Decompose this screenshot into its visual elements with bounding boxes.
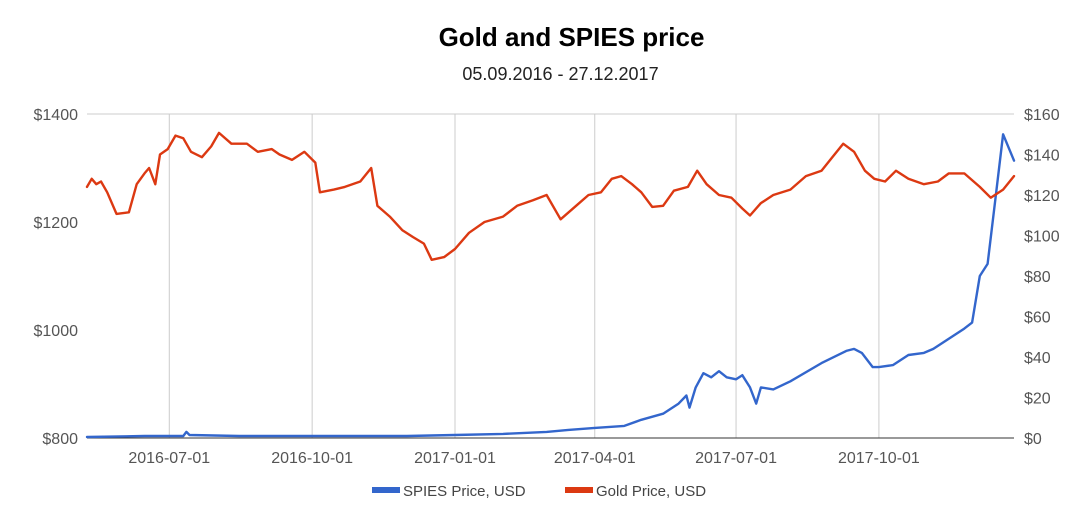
chart-subtitle: 05.09.2016 - 27.12.2017 <box>462 64 659 84</box>
legend-label: Gold Price, USD <box>596 483 706 500</box>
left-tick-label: $800 <box>42 431 78 448</box>
right-tick-label: $120 <box>1024 188 1060 205</box>
series-line-spies <box>85 133 1016 439</box>
x-tick-label: 2017-01-01 <box>414 450 496 467</box>
grid-lines <box>87 113 1014 439</box>
x-tick-label: 2017-07-01 <box>695 450 777 467</box>
legend-swatch <box>565 487 593 493</box>
x-tick-label: 2017-04-01 <box>554 450 636 467</box>
right-tick-label: $0 <box>1024 431 1042 448</box>
right-tick-label: $100 <box>1024 229 1060 246</box>
x-tick-label: 2016-10-01 <box>271 450 353 467</box>
series-lines <box>85 131 1016 439</box>
left-tick-label: $1000 <box>34 323 79 340</box>
right-tick-label: $20 <box>1024 391 1051 408</box>
right-tick-label: $60 <box>1024 310 1051 327</box>
x-axis: 2016-07-01 2016-10-01 2017-01-01 2017-04-01… <box>128 450 920 467</box>
left-axis: $800 $1000 $1200 $1400 <box>34 107 79 448</box>
right-tick-label: $140 <box>1024 148 1060 165</box>
chart-title: Gold and SPIES price <box>438 22 705 52</box>
left-tick-label: $1200 <box>34 215 79 232</box>
series-line-gold <box>85 131 1016 261</box>
right-axis: $0 $20 $40 $60 $80 $100 $120 $140 $160 <box>1024 107 1060 448</box>
x-tick-label: 2017-10-01 <box>838 450 920 467</box>
legend-swatch <box>372 487 400 493</box>
legend-label: SPIES Price, USD <box>403 483 526 500</box>
left-tick-label: $1400 <box>34 107 79 124</box>
right-tick-label: $80 <box>1024 269 1051 286</box>
x-tick-label: 2016-07-01 <box>128 450 210 467</box>
right-tick-label: $160 <box>1024 107 1060 124</box>
right-tick-label: $40 <box>1024 350 1051 367</box>
legend: SPIES Price, USD Gold Price, USD <box>372 483 706 500</box>
